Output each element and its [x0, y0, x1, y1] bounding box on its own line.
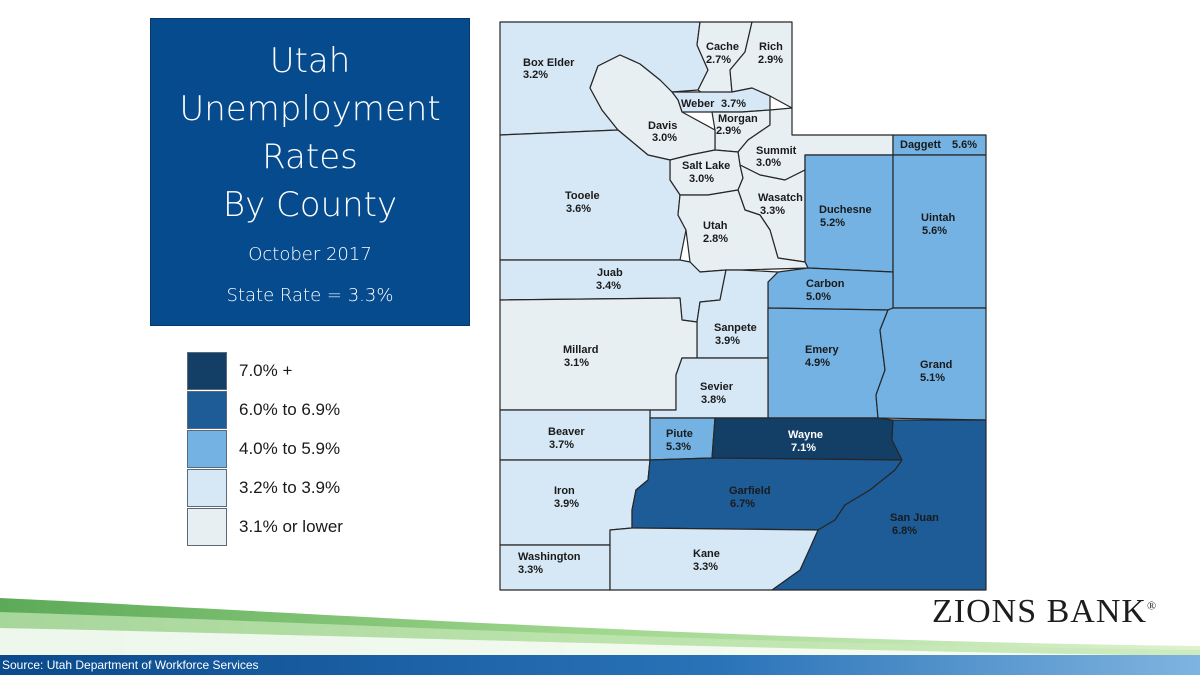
- county-rate-wayne: 7.1%: [791, 442, 816, 454]
- county-kane: [609, 527, 819, 591]
- legend-label: 6.0% to 6.9%: [239, 400, 341, 419]
- county-name-kane: Kane: [693, 548, 720, 560]
- county-name-utah: Utah: [703, 220, 728, 232]
- legend-item: 6.0% to 6.9%: [187, 391, 447, 429]
- county-san-juan: [771, 419, 987, 591]
- legend-item: 3.2% to 3.9%: [187, 469, 447, 507]
- zions-bank-logo: ZIONS BANK®: [932, 593, 1157, 631]
- source-note: Source: Utah Department of Workforce Ser…: [2, 658, 259, 672]
- county-rate-piute: 5.3%: [666, 441, 691, 453]
- county-name-duchesne: Duchesne: [819, 204, 872, 216]
- footer-swoosh: [0, 598, 1200, 675]
- county-labels: Box Elder 3.2% Cache 2.7% Rich 2.9% Webe…: [518, 41, 977, 576]
- county-name-sevier: Sevier: [700, 381, 734, 393]
- title-line-3: Rates: [262, 137, 358, 177]
- title-line-2: Unemployment: [179, 89, 441, 129]
- county-name-san-juan: San Juan: [890, 512, 939, 524]
- county-rate-carbon: 5.0%: [806, 291, 831, 303]
- county-name-davis: Davis: [648, 120, 677, 132]
- title-panel: Utah Unemployment Rates By County Octobe…: [150, 18, 470, 326]
- county-rate-emery: 4.9%: [805, 357, 830, 369]
- county-rate-rich: 2.9%: [758, 54, 783, 66]
- county-name-piute: Piute: [666, 428, 693, 440]
- legend-swatch: [187, 352, 227, 390]
- county-name-morgan: Morgan: [718, 113, 758, 125]
- title-line-1: Utah: [269, 41, 351, 81]
- county-rate-davis: 3.0%: [652, 132, 677, 144]
- county-rate-iron: 3.9%: [554, 498, 579, 510]
- county-name-wasatch: Wasatch: [758, 192, 803, 204]
- county-name-summit: Summit: [756, 145, 797, 157]
- county-rate-millard: 3.1%: [564, 357, 589, 369]
- county-name-iron: Iron: [554, 485, 575, 497]
- title-date: October 2017: [248, 244, 372, 265]
- county-name-daggett: Daggett: [900, 139, 941, 151]
- legend-label: 4.0% to 5.9%: [239, 439, 341, 458]
- county-utah: [677, 189, 809, 273]
- county-rate-uintah: 5.6%: [922, 225, 947, 237]
- legend-swatch: [187, 508, 227, 546]
- county-name-washington: Washington: [518, 551, 581, 563]
- county-name-carbon: Carbon: [806, 278, 845, 290]
- county-grand: [875, 307, 987, 421]
- legend-item: 7.0% +: [187, 352, 447, 390]
- legend-item: 4.0% to 5.9%: [187, 430, 447, 468]
- state-rate: State Rate = 3.3%: [226, 285, 394, 306]
- county-name-grand: Grand: [920, 359, 952, 371]
- legend-swatch: [187, 430, 227, 468]
- county-rate-duchesne: 5.2%: [820, 217, 845, 229]
- legend-label: 7.0% +: [239, 361, 293, 380]
- county-rate-cache: 2.7%: [706, 54, 731, 66]
- county-rate-washington: 3.3%: [518, 564, 543, 576]
- legend-label: 3.2% to 3.9%: [239, 478, 341, 497]
- county-name-weber: Weber: [681, 98, 715, 110]
- county-rate-sanpete: 3.9%: [715, 335, 740, 347]
- county-name-beaver: Beaver: [548, 426, 585, 438]
- county-rate-tooele: 3.6%: [566, 203, 591, 215]
- county-name-millard: Millard: [563, 344, 598, 356]
- county-rate-garfield: 6.7%: [730, 498, 755, 510]
- county-name-juab: Juab: [597, 267, 623, 279]
- county-name-salt-lake: Salt Lake: [682, 160, 730, 172]
- county-rate-utah: 2.8%: [703, 233, 728, 245]
- county-rate-morgan: 2.9%: [716, 125, 741, 137]
- legend-swatch: [187, 469, 227, 507]
- logo-text: ZIONS BANK: [932, 593, 1147, 630]
- county-rate-juab: 3.4%: [596, 280, 621, 292]
- county-rate-wasatch: 3.3%: [760, 205, 785, 217]
- county-name-sanpete: Sanpete: [714, 322, 757, 334]
- county-rate-kane: 3.3%: [693, 561, 718, 573]
- legend-label: 3.1% or lower: [239, 517, 343, 536]
- county-rate-salt-lake: 3.0%: [689, 173, 714, 185]
- logo-registered-mark: ®: [1146, 598, 1158, 613]
- county-name-emery: Emery: [805, 344, 840, 356]
- county-millard: [499, 297, 698, 411]
- county-name-garfield: Garfield: [729, 485, 771, 497]
- title-line-4: By County: [222, 185, 398, 225]
- county-rate-summit: 3.0%: [756, 157, 781, 169]
- county-rate-san-juan: 6.8%: [892, 525, 917, 537]
- county-name-uintah: Uintah: [921, 212, 956, 224]
- county-rate-box-elder: 3.2%: [523, 69, 548, 81]
- county-name-tooele: Tooele: [565, 190, 600, 202]
- county-name-rich: Rich: [759, 41, 783, 53]
- county-name-box-elder: Box Elder: [523, 57, 575, 69]
- county-rate-weber: 3.7%: [721, 98, 746, 110]
- counties: [499, 21, 987, 591]
- county-rate-daggett: 5.6%: [952, 139, 977, 151]
- legend-swatch: [187, 391, 227, 429]
- county-name-wayne: Wayne: [788, 429, 823, 441]
- county-rate-beaver: 3.7%: [549, 439, 574, 451]
- legend-item: 3.1% or lower: [187, 508, 447, 546]
- county-name-cache: Cache: [706, 41, 739, 53]
- county-rate-grand: 5.1%: [920, 372, 945, 384]
- county-rate-sevier: 3.8%: [701, 394, 726, 406]
